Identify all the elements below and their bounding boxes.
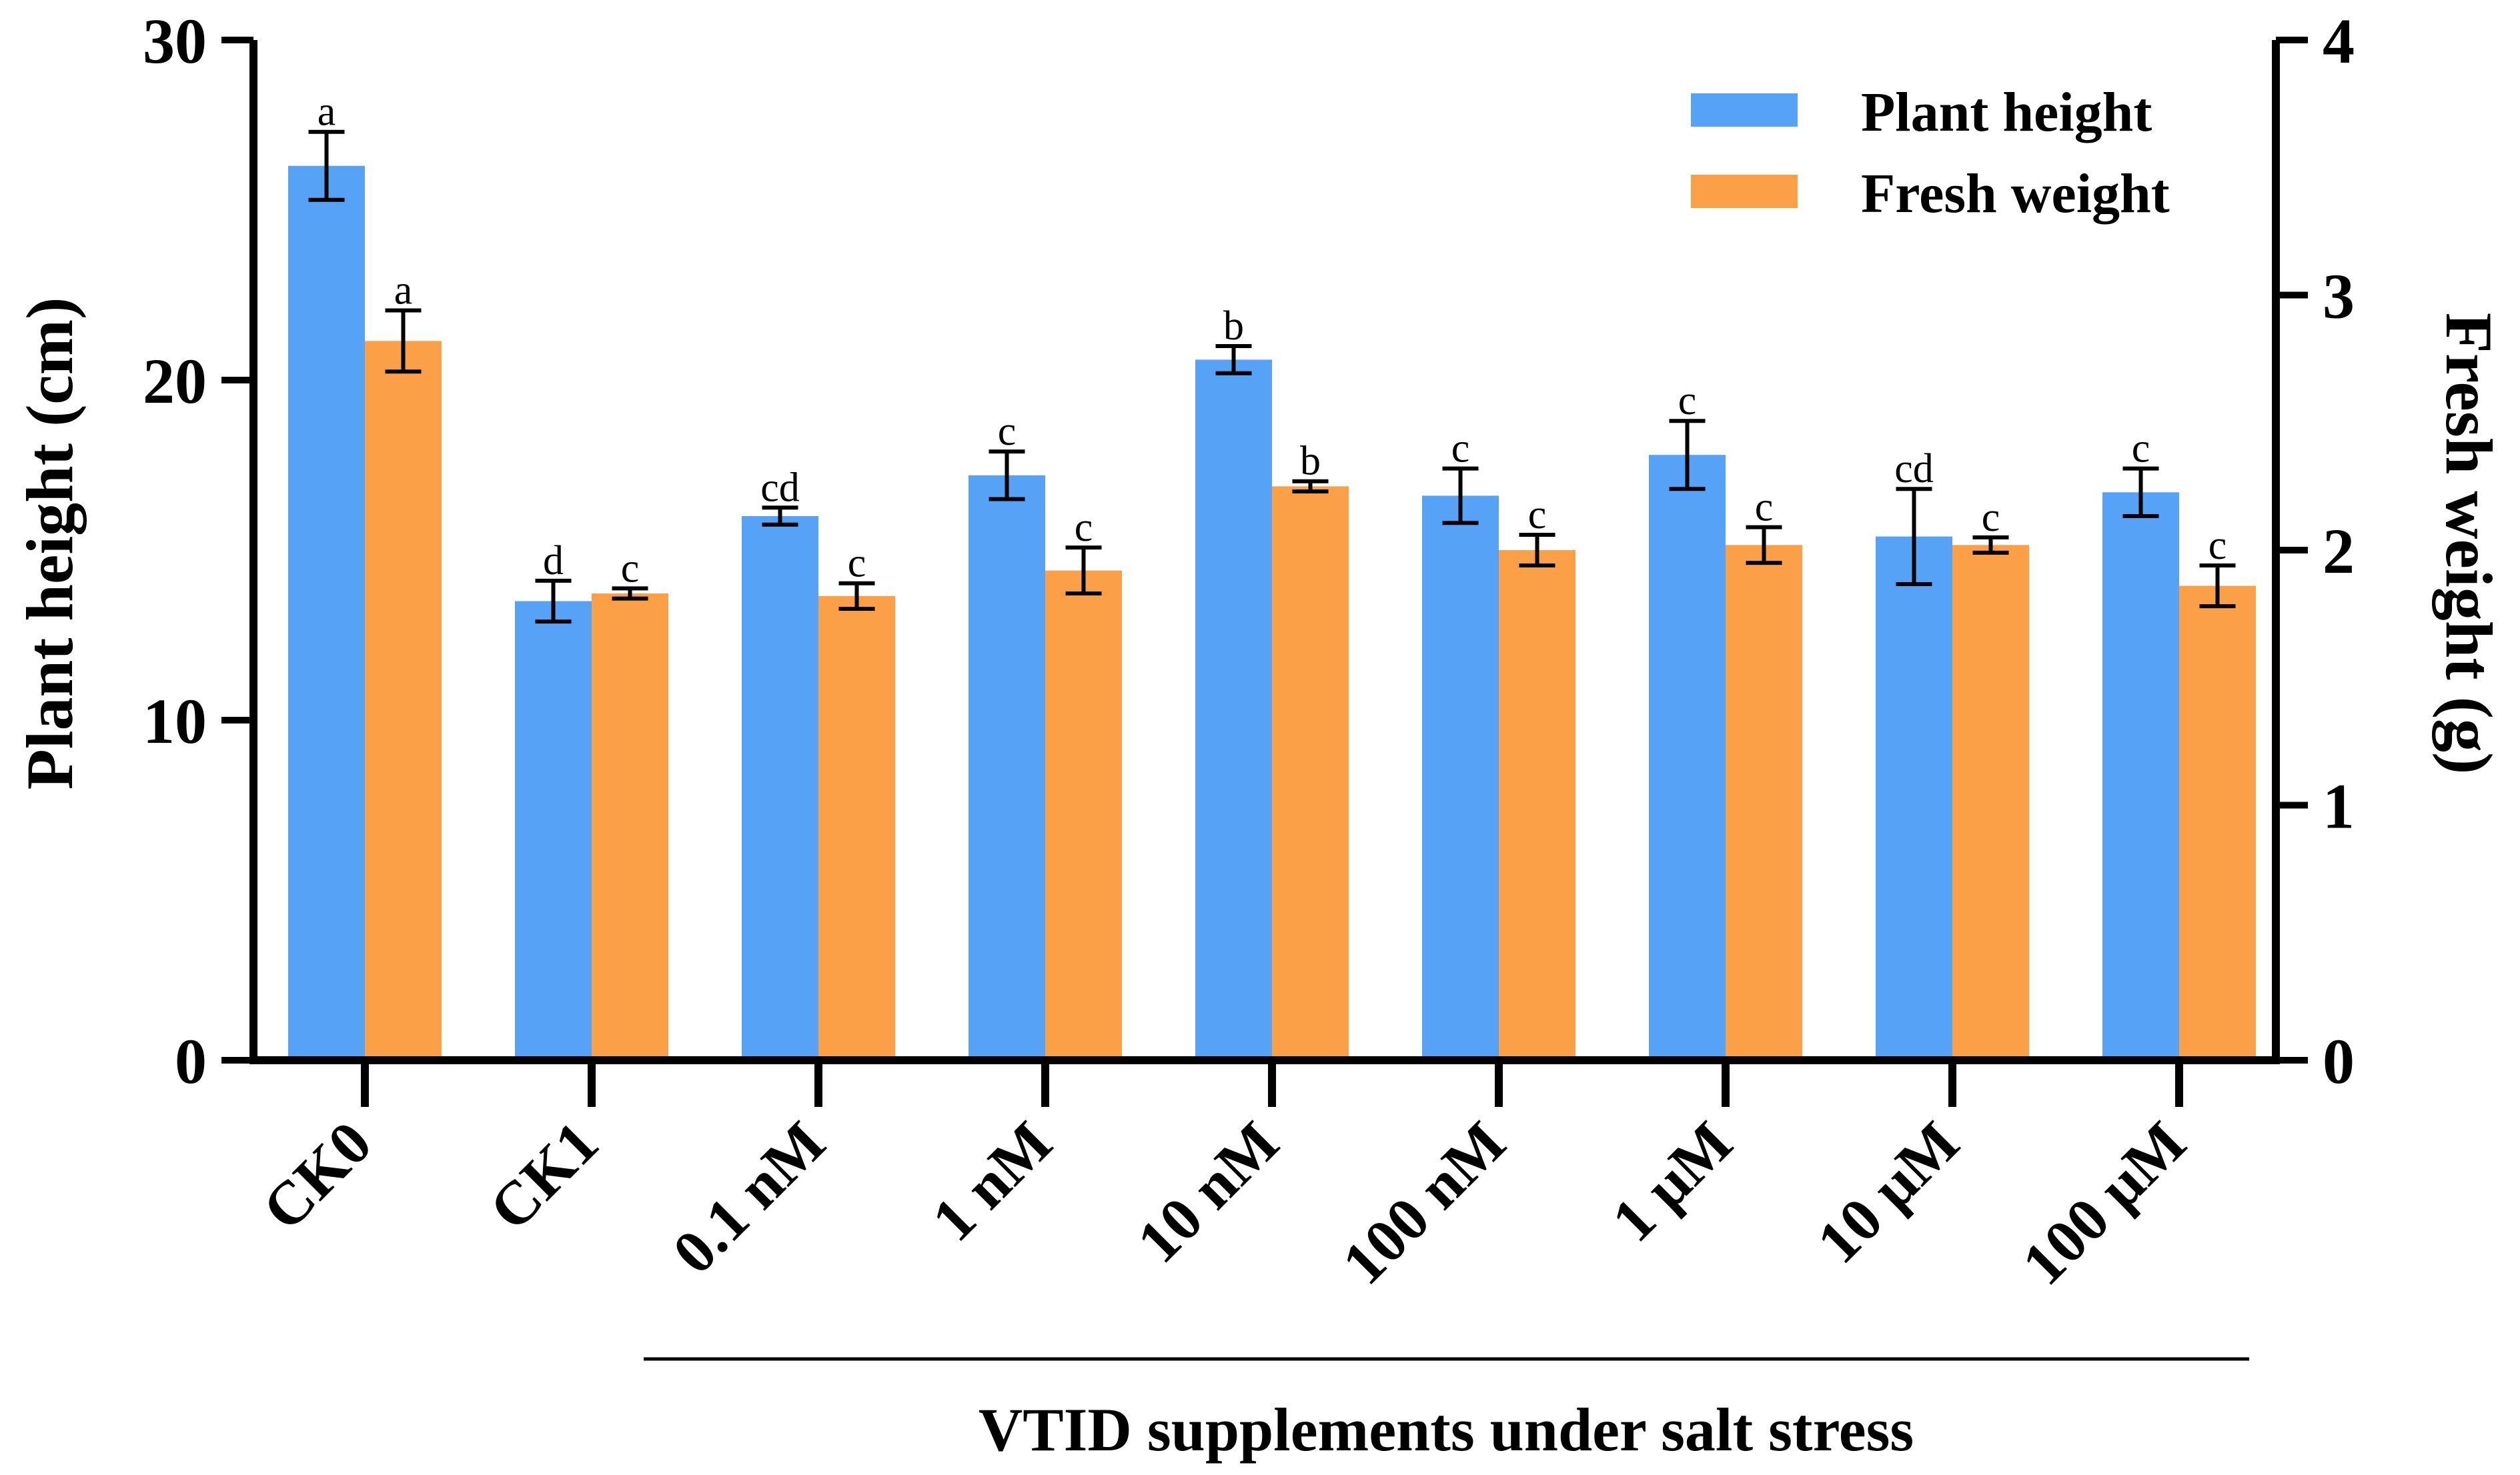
bar-plant-height-ck0 (288, 165, 365, 1061)
category-labels-layer: CK0 CK1 0.1 nM 1 nM 10 nM 100 nM 1 μM 10 μM 100 … (249, 1108, 2198, 1298)
ticks-layer: 0 10 20 30 0 1 2 3 4 (143, 5, 2355, 1107)
x-tick-label-ck1: CK1 (476, 1108, 611, 1243)
error-bar-plant-height-0-1-nm (762, 505, 798, 527)
bars-layer (288, 165, 2256, 1061)
significance-labels-layer: a a d c cd c c c b b c c c c cd c c c (318, 89, 2227, 591)
right-y-tick-label-3: 3 (2323, 261, 2355, 332)
right-y-tick-label-1: 1 (2323, 771, 2355, 842)
error-bar-plant-height-1-nm (989, 449, 1025, 501)
x-tick-label-ck0: CK0 (249, 1108, 384, 1243)
legend-swatch-fresh-weight (1691, 175, 1798, 208)
right-y-tick-label-0: 0 (2323, 1026, 2355, 1097)
sig-label-plant-height-100-um: c (2132, 426, 2150, 471)
sig-label-plant-height-1-um: c (1678, 378, 1697, 423)
left-y-tick-label-20: 20 (143, 345, 207, 417)
bar-plant-height-ck1 (515, 601, 592, 1060)
x-tick-label-100-um: 100 μM (2009, 1108, 2198, 1298)
sig-label-plant-height-10-nm: b (1223, 303, 1244, 349)
sig-label-plant-height-10-um: cd (1894, 446, 1934, 491)
x-tick-label-100-nm: 100 nM (1329, 1108, 1519, 1298)
x-tick-label-1-um: 1 μM (1599, 1108, 1745, 1254)
error-bar-fresh-weight-100-um (2199, 563, 2236, 609)
sig-label-plant-height-1-nm: c (998, 409, 1017, 454)
error-bar-fresh-weight-1-um (1746, 525, 1782, 565)
left-y-tick-label-30: 30 (143, 5, 207, 77)
legend-swatch-plant-height (1691, 93, 1798, 127)
bar-plant-height-0-1-nm (742, 516, 818, 1060)
right-y-tick-label-2: 2 (2323, 515, 2355, 587)
error-bar-plant-height-100-um (2122, 466, 2159, 518)
x-tick-label-10-um: 10 μM (1804, 1108, 1972, 1276)
x-tick-label-1-nm: 1 nM (919, 1108, 1065, 1254)
right-axis-title: Fresh weight (g) (2432, 313, 2506, 774)
bar-fresh-weight-10-nm (1272, 486, 1349, 1060)
bar-plant-height-1-um (1649, 455, 1726, 1060)
sig-label-fresh-weight-0-1-nm: c (848, 541, 866, 586)
error-bar-plant-height-10-nm (1215, 344, 1252, 375)
left-y-tick-label-10: 10 (143, 685, 207, 757)
error-bar-fresh-weight-1-nm (1065, 545, 1102, 596)
bar-plant-height-1-nm (969, 475, 1045, 1060)
bar-fresh-weight-100-um (2179, 585, 2256, 1060)
left-y-tick-label-0: 0 (175, 1026, 207, 1097)
sig-label-fresh-weight-1-um: c (1755, 485, 1774, 530)
error-bar-plant-height-1-um (1669, 419, 1706, 491)
sig-label-fresh-weight-1-nm: c (1075, 505, 1093, 550)
error-bar-plant-height-ck1 (535, 578, 572, 624)
sig-label-fresh-weight-ck0: a (394, 267, 413, 313)
left-axis-title: Plant height (cm) (13, 297, 87, 790)
bar-plant-height-100-um (2102, 492, 2179, 1060)
sig-label-plant-height-ck0: a (318, 89, 336, 135)
bar-plant-height-100-nm (1422, 495, 1499, 1060)
bar-fresh-weight-ck1 (592, 593, 668, 1060)
bar-fresh-weight-1-nm (1045, 570, 1122, 1060)
error-bar-fresh-weight-10-um (1972, 535, 2009, 555)
sig-label-fresh-weight-100-um: c (2209, 523, 2227, 568)
error-bars-layer (308, 129, 2236, 624)
right-y-tick-label-4: 4 (2323, 5, 2355, 77)
bar-fresh-weight-1-um (1726, 545, 1802, 1060)
error-bar-plant-height-10-um (1896, 487, 1932, 586)
bar-plant-height-10-um (1876, 536, 1952, 1060)
bar-fresh-weight-0-1-nm (818, 595, 895, 1060)
legend-label-plant-height: Plant height (1861, 81, 2152, 143)
sig-label-fresh-weight-ck1: c (621, 545, 640, 591)
bar-fresh-weight-ck0 (365, 341, 442, 1061)
sig-label-plant-height-ck1: d (543, 538, 564, 583)
x-axis-group-label: VTID supplements under salt stress (979, 1396, 1914, 1464)
sig-label-plant-height-100-nm: c (1451, 426, 1470, 471)
sig-label-fresh-weight-10-um: c (1982, 495, 2000, 540)
sig-label-fresh-weight-10-nm: b (1300, 439, 1321, 484)
bar-plant-height-10-nm (1195, 359, 1272, 1060)
error-bar-fresh-weight-0-1-nm (838, 581, 875, 611)
x-tick-label-10-nm: 10 nM (1124, 1108, 1291, 1276)
legend: Plant height Fresh weight (1691, 81, 2170, 225)
bar-fresh-weight-10-um (1952, 545, 2029, 1060)
error-bar-fresh-weight-ck0 (385, 308, 422, 374)
error-bar-fresh-weight-10-nm (1292, 479, 1329, 494)
sig-label-fresh-weight-100-nm: c (1528, 492, 1547, 537)
error-bar-fresh-weight-100-nm (1519, 533, 1555, 567)
sig-label-plant-height-0-1-nm: cd (760, 465, 800, 510)
error-bar-plant-height-100-nm (1442, 466, 1479, 525)
error-bar-plant-height-ck0 (308, 129, 345, 202)
legend-label-fresh-weight: Fresh weight (1861, 163, 2170, 225)
error-bar-fresh-weight-ck1 (612, 586, 648, 601)
bar-fresh-weight-100-nm (1499, 550, 1576, 1060)
x-tick-label-0-1-nm: 0.1 nM (660, 1108, 838, 1286)
